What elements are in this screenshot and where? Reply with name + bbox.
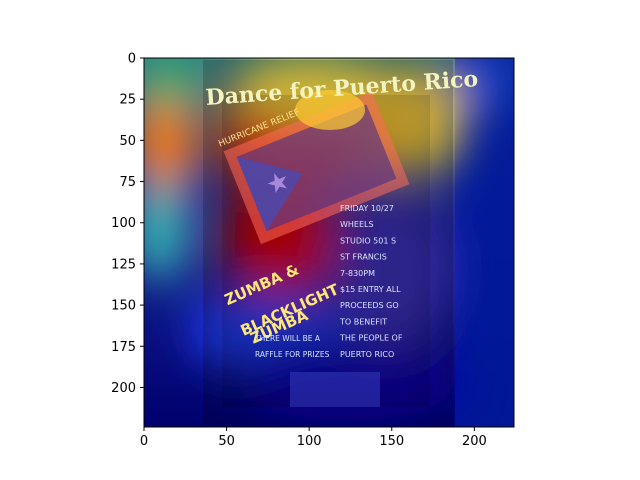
y-axis: 0 25 50 75 100 125 150 175 200	[111, 52, 144, 396]
y-tick-label: 100	[111, 216, 136, 231]
poster-raffle: THERE WILL BE A RAFFLE FOR PRIZES	[254, 334, 330, 359]
poster-detail-line: PUERTO RICO	[340, 350, 394, 359]
y-tick-label: 125	[111, 257, 136, 272]
y-tick-label: 175	[111, 340, 136, 355]
poster-detail-line: WHEELS	[340, 220, 374, 229]
y-tick-label: 50	[119, 134, 136, 149]
poster-detail-line: ST FRANCIS	[340, 253, 387, 262]
y-tick-label: 25	[119, 93, 136, 108]
y-tick-label: 0	[128, 52, 136, 67]
poster-detail-line: FRIDAY 10/27	[340, 204, 394, 213]
x-tick-label: 200	[462, 434, 487, 449]
y-tick-label: 150	[111, 299, 136, 314]
x-tick-label: 50	[218, 434, 235, 449]
plot-area: ★ Dance for Puerto Rico HURRICANE RELIEF…	[144, 58, 514, 427]
x-axis: 0 50 100 150 200	[140, 427, 487, 449]
poster-details: FRIDAY 10/27 WHEELS STUDIO 501 S ST FRANCIS…	[339, 204, 403, 359]
poster-detail-line: TO BENEFIT	[339, 317, 387, 326]
raffle-line: THERE WILL BE A	[254, 334, 321, 343]
y-tick-label: 200	[111, 381, 136, 396]
poster-detail-line: STUDIO 501 S	[340, 236, 396, 245]
poster-detail-line: THE PEOPLE OF	[339, 334, 403, 343]
raffle-line: RAFFLE FOR PRIZES	[255, 350, 330, 359]
frog-illustration	[295, 90, 365, 130]
x-tick-label: 150	[379, 434, 404, 449]
poster-detail-line: 7-830PM	[340, 269, 375, 278]
poster-detail-line: PROCEEDS GO	[340, 301, 399, 310]
axes-frame	[143, 57, 515, 428]
poster-detail-line: $15 ENTRY ALL	[340, 285, 401, 294]
x-tick-label: 100	[297, 434, 322, 449]
y-tick-label: 75	[119, 175, 136, 190]
x-tick-label: 0	[140, 434, 148, 449]
flag-illustration: ★	[223, 91, 410, 245]
